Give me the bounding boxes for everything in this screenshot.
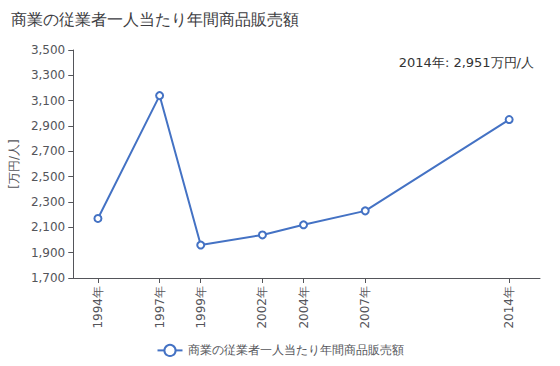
svg-text:1999年: 1999年 (194, 286, 208, 329)
svg-text:1997年: 1997年 (153, 286, 167, 329)
svg-text:商業の従業者一人当たり年間商品販売額: 商業の従業者一人当たり年間商品販売額 (11, 10, 299, 29)
svg-text:1994年: 1994年 (91, 286, 105, 329)
svg-text:2004年: 2004年 (297, 286, 311, 329)
svg-text:3,100: 3,100 (31, 94, 65, 108)
svg-text:2,100: 2,100 (31, 220, 65, 234)
svg-text:[万円/人]: [万円/人] (7, 139, 21, 188)
svg-text:2,500: 2,500 (31, 170, 65, 184)
svg-text:2007年: 2007年 (358, 286, 372, 329)
svg-text:1,900: 1,900 (31, 246, 65, 260)
svg-text:3,300: 3,300 (31, 68, 65, 82)
svg-text:2014年: 2014年 (502, 286, 516, 329)
svg-text:2014年: 2,951万円/人: 2014年: 2,951万円/人 (399, 55, 534, 70)
svg-text:3,500: 3,500 (31, 43, 65, 57)
svg-text:1,700: 1,700 (31, 271, 65, 285)
svg-text:2002年: 2002年 (255, 286, 269, 329)
svg-text:2,300: 2,300 (31, 195, 65, 209)
svg-text:2,700: 2,700 (31, 144, 65, 158)
svg-text:商業の従業者一人当たり年間商品販売額: 商業の従業者一人当たり年間商品販売額 (188, 343, 404, 357)
svg-text:2,900: 2,900 (31, 119, 65, 133)
